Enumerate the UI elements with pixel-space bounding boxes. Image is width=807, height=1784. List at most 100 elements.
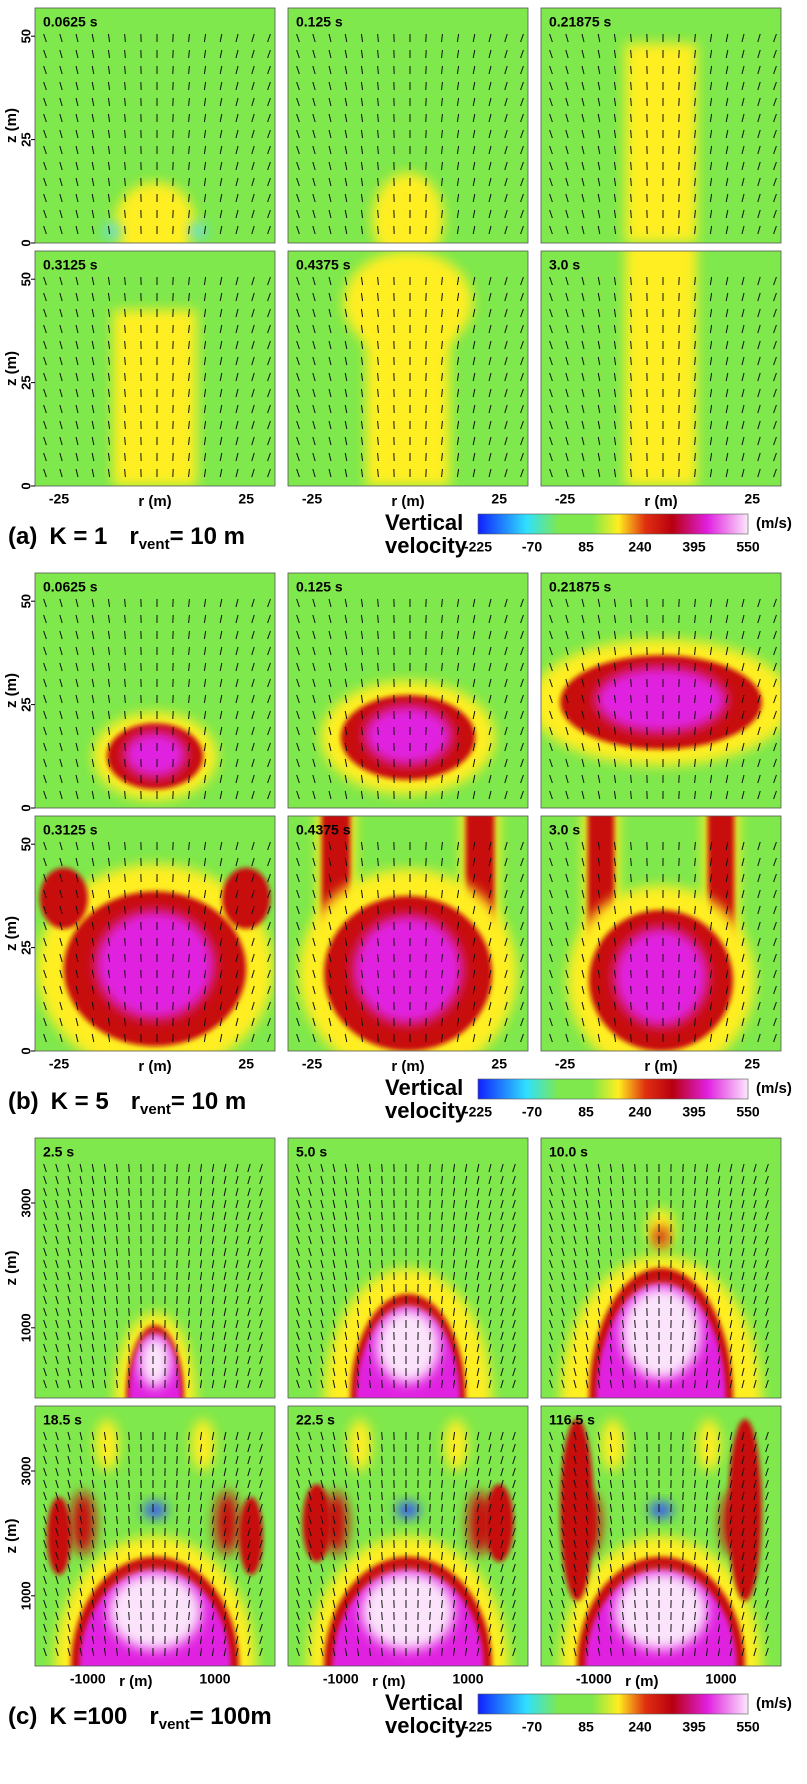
velocity-vector	[177, 1528, 178, 1536]
r-tick-label: -25	[555, 491, 575, 507]
colorbar-tick-label: 240	[628, 1104, 652, 1120]
velocity-vector	[683, 1164, 684, 1172]
velocity-vector	[382, 1236, 383, 1244]
velocity-vector	[430, 1200, 431, 1208]
z-tick-label: 50	[18, 594, 33, 608]
velocity-vector	[382, 1368, 383, 1376]
simulation-panel: 0.4375 s	[288, 251, 528, 486]
velocity-vector	[635, 1588, 636, 1596]
r-tick-label: -25	[302, 1056, 322, 1072]
velocity-vector	[382, 1344, 383, 1352]
velocity-vector	[430, 1176, 431, 1184]
colorbar-tick-label: 85	[578, 1104, 594, 1120]
velocity-region	[364, 706, 451, 765]
z-tick-label: 0	[18, 1047, 33, 1054]
velocity-vector	[635, 1528, 636, 1536]
velocity-vector	[129, 1588, 130, 1596]
r-tick-label: -1000	[323, 1671, 359, 1687]
caption-label: (a)	[8, 523, 37, 550]
velocity-vector	[382, 1332, 383, 1340]
velocity-vector	[430, 1504, 431, 1512]
velocity-vector	[382, 1308, 383, 1316]
velocity-vector	[430, 1444, 431, 1452]
velocity-vector	[129, 1368, 130, 1376]
colorbar	[478, 514, 748, 534]
velocity-vector	[382, 1516, 383, 1524]
velocity-vector	[683, 1212, 684, 1220]
z-tick-label: 3000	[18, 1189, 33, 1218]
r-axis-label: r (m)	[644, 1058, 677, 1075]
time-label: 3.0 s	[549, 822, 580, 838]
velocity-vector	[177, 1648, 178, 1656]
r-tick-label: -25	[302, 491, 322, 507]
colorbar-title: Vertical	[385, 510, 463, 535]
panel-field	[35, 573, 275, 808]
velocity-vector	[430, 1296, 431, 1304]
caption-r: r	[131, 1088, 140, 1115]
velocity-vector	[177, 1564, 178, 1572]
colorbar-unit: (m/s)	[756, 1080, 792, 1097]
simulation-panel: 3.0 s	[541, 228, 781, 487]
velocity-vector	[129, 1528, 130, 1536]
colorbar-title: velocity	[385, 1098, 468, 1123]
velocity-vector	[635, 1260, 636, 1268]
velocity-vector	[177, 1224, 178, 1232]
velocity-vector	[129, 1576, 130, 1584]
velocity-vector	[635, 1624, 636, 1632]
velocity-region	[215, 1492, 239, 1554]
velocity-vector	[129, 1380, 130, 1388]
velocity-vector	[382, 1540, 383, 1548]
velocity-vector	[129, 1200, 130, 1208]
z-tick-label: 0	[18, 482, 33, 489]
velocity-vector	[430, 1368, 431, 1376]
velocity-vector	[177, 1624, 178, 1632]
velocity-vector	[129, 1284, 130, 1292]
colorbar-unit: (m/s)	[756, 515, 792, 532]
simulation-panel: 0.3125 s	[35, 251, 275, 486]
z-axis-label: z (m)	[3, 351, 20, 386]
velocity-vector	[683, 1260, 684, 1268]
panel-field	[530, 573, 792, 808]
simulation-panel: 0.21875 s	[541, 8, 781, 243]
velocity-vector	[635, 1444, 636, 1452]
r-tick-label: 1000	[452, 1671, 483, 1687]
simulation-panel: 0.125 s	[288, 8, 528, 267]
velocity-vector	[129, 1552, 130, 1560]
velocity-vector	[177, 1492, 178, 1500]
velocity-vector	[635, 1432, 636, 1440]
z-tick-label: 3000	[18, 1457, 33, 1486]
velocity-region	[109, 1573, 201, 1649]
velocity-vector	[683, 1320, 684, 1328]
panel-field	[35, 8, 275, 267]
velocity-vector	[129, 1540, 130, 1548]
velocity-region	[95, 1419, 119, 1471]
velocity-vector	[635, 1600, 636, 1608]
velocity-region	[444, 1419, 468, 1471]
simulation-panel: 3.0 s	[541, 804, 781, 1075]
z-tick-label: 1000	[18, 1313, 33, 1342]
velocity-vector	[635, 1564, 636, 1572]
colorbar-tick-label: 240	[628, 1719, 652, 1735]
caption-k: K = 5	[51, 1088, 109, 1115]
velocity-vector	[430, 1212, 431, 1220]
velocity-vector	[177, 1188, 178, 1196]
velocity-vector	[382, 1296, 383, 1304]
velocity-vector	[382, 1648, 383, 1656]
z-tick-label: 50	[18, 272, 33, 286]
z-axis-label: z (m)	[3, 1251, 20, 1286]
velocity-vector	[683, 1456, 684, 1464]
colorbar-tick-label: -70	[522, 1719, 542, 1735]
velocity-vector	[430, 1356, 431, 1364]
r-axis-label: r (m)	[391, 1058, 424, 1075]
velocity-vector	[430, 1308, 431, 1316]
colorbar-tick-label: 395	[682, 1719, 706, 1735]
velocity-vector	[430, 1164, 431, 1172]
velocity-vector	[177, 1380, 178, 1388]
caption-label: (b)	[8, 1088, 39, 1115]
z-tick-label: 50	[18, 837, 33, 851]
velocity-vector	[129, 1176, 130, 1184]
velocity-vector	[430, 1272, 431, 1280]
